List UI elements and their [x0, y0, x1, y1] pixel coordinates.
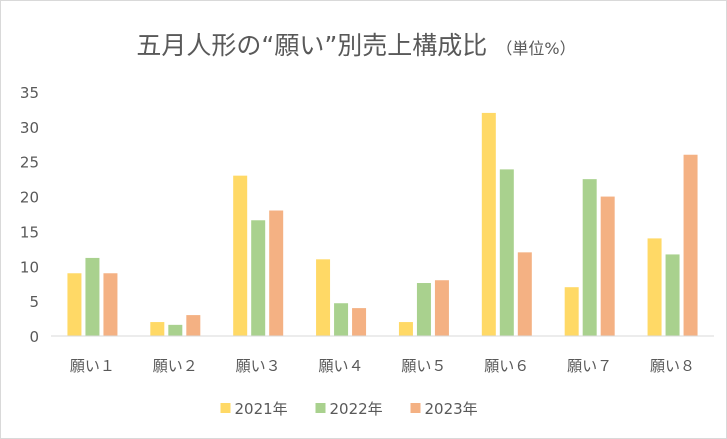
chart-title-unit: （単位%） [496, 39, 575, 58]
bar-2022年-願い３ [251, 220, 266, 336]
bar-2021年-願い７ [564, 287, 579, 336]
y-tick-label: 10 [20, 258, 39, 276]
y-tick-label: 35 [20, 84, 39, 102]
chart-title-main: 五月人形の“願い”別売上構成比 [136, 31, 487, 60]
legend: 2021年 2022年 2023年 [220, 400, 478, 418]
bar-2023年-願い４ [352, 308, 367, 336]
bars [67, 112, 698, 336]
bar-2021年-願い２ [150, 322, 165, 336]
bar-2021年-願い４ [316, 259, 331, 336]
legend-label: 2023年 [425, 400, 478, 418]
legend-swatch [315, 403, 326, 413]
legend-label: 2022年 [330, 400, 383, 418]
x-category-label: 願い５ [401, 357, 446, 375]
bar-2022年-願い２ [168, 324, 183, 336]
bar-2023年-願い７ [600, 196, 615, 336]
bar-2022年-願い４ [334, 303, 349, 336]
y-tick-label: 5 [29, 293, 39, 311]
bar-2023年-願い２ [186, 315, 201, 336]
y-axis-ticks: 0 5 10 15 20 25 30 35 [20, 84, 39, 346]
bar-2021年-願い５ [398, 322, 413, 336]
bar-2022年-願い１ [85, 257, 100, 336]
bar-2023年-願い８ [683, 154, 698, 336]
bar-2021年-願い１ [67, 273, 82, 336]
x-category-label: 願い７ [567, 357, 612, 375]
y-tick-label: 0 [29, 328, 39, 346]
bar-2021年-願い３ [233, 175, 248, 336]
x-category-label: 願い１ [70, 357, 115, 375]
legend-swatch [410, 403, 421, 413]
bar-2023年-願い６ [517, 252, 532, 336]
x-category-label: 願い８ [650, 357, 695, 375]
bar-2023年-願い１ [103, 273, 118, 336]
legend-label: 2021年 [235, 400, 288, 418]
bar-2022年-願い８ [665, 254, 680, 336]
bar-2022年-願い７ [582, 179, 597, 336]
bar-2021年-願い６ [481, 112, 496, 336]
y-tick-label: 20 [20, 189, 39, 207]
y-tick-label: 15 [20, 223, 39, 241]
y-tick-label: 25 [20, 154, 39, 172]
legend-swatch [220, 403, 231, 413]
x-axis-categories: 願い１ 願い２ 願い３ 願い４ 願い５ 願い６ 願い７ 願い８ [70, 357, 695, 375]
x-category-label: 願い３ [236, 357, 281, 375]
x-category-label: 願い２ [153, 357, 198, 375]
x-category-label: 願い４ [319, 357, 364, 375]
chart-title: 五月人形の“願い”別売上構成比 （単位%） [136, 31, 575, 60]
bar-2022年-願い５ [416, 283, 431, 336]
bar-2023年-願い５ [434, 280, 449, 336]
bar-2023年-願い３ [269, 210, 284, 336]
x-category-label: 願い６ [484, 357, 529, 375]
y-tick-label: 30 [20, 119, 39, 137]
bar-2022年-願い６ [499, 169, 514, 336]
bar-2021年-願い８ [647, 238, 662, 336]
